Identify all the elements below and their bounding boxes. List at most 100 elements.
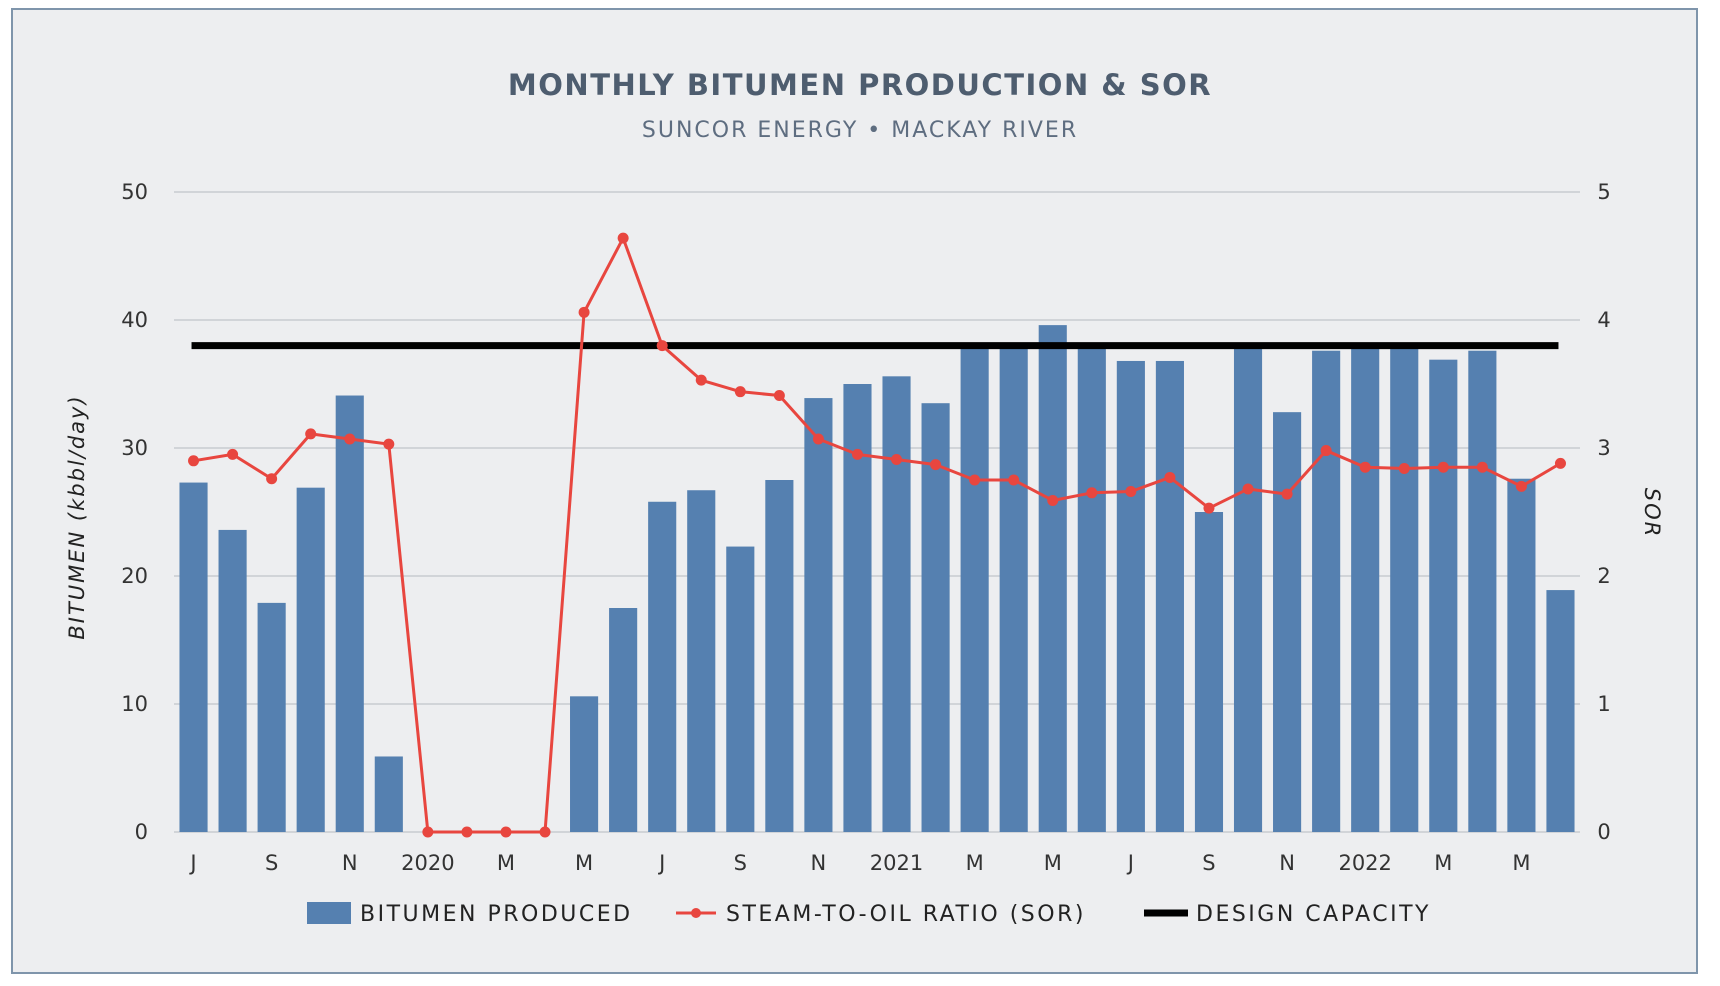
y-tick-label: 50 <box>121 180 148 204</box>
sor-point <box>539 826 551 838</box>
sor-point <box>188 455 200 467</box>
x-tick-label: S <box>1202 851 1215 875</box>
sor-point <box>1515 480 1527 492</box>
y-tick-label: 30 <box>121 436 148 460</box>
x-tick-label: M <box>1512 851 1530 875</box>
sor-point <box>1008 474 1020 486</box>
bar <box>1077 345 1106 832</box>
sor-point <box>1242 483 1254 495</box>
sor-point <box>617 232 629 244</box>
y-tick-label: 10 <box>121 692 148 716</box>
bar <box>1312 350 1341 832</box>
sor-point <box>1554 457 1566 469</box>
x-tick-label: J <box>188 851 196 875</box>
sor-line <box>188 232 1566 838</box>
sor-point <box>1398 462 1410 474</box>
y2-tick-label: 3 <box>1597 436 1610 460</box>
bar <box>335 395 364 832</box>
bar <box>960 345 989 832</box>
sor-point <box>1476 461 1488 473</box>
sor-point <box>851 448 863 460</box>
bar <box>1116 360 1145 832</box>
bar <box>1468 350 1497 832</box>
sor-point <box>266 473 278 485</box>
bar <box>804 398 833 832</box>
sor-point <box>812 433 824 445</box>
sor-point <box>1125 486 1137 498</box>
sor-point <box>695 374 707 386</box>
x-tick-label: 2021 <box>870 851 923 875</box>
sor-point <box>227 448 239 460</box>
chart-title: MONTHLY BITUMEN PRODUCTION & SOR <box>507 68 1213 102</box>
bar <box>1273 412 1302 832</box>
x-tick-label: M <box>575 851 593 875</box>
legend: BITUMEN PRODUCED STEAM-TO-OIL RATIO (SOR… <box>307 902 1431 927</box>
bar <box>648 501 677 832</box>
legend-line-marker <box>691 908 701 918</box>
bar <box>609 608 638 832</box>
sor-point <box>969 474 981 486</box>
bar <box>1390 345 1419 832</box>
y2-tick-label: 4 <box>1597 308 1610 332</box>
bar <box>1546 590 1575 832</box>
bar <box>1507 478 1536 832</box>
sor-point <box>1281 488 1293 500</box>
x-tick-label: N <box>1279 851 1295 875</box>
x-tick-label: M <box>497 851 515 875</box>
sor-point <box>383 438 395 450</box>
bar <box>921 403 950 832</box>
sor-point <box>461 826 473 838</box>
sor-point <box>500 826 512 838</box>
bar <box>726 546 755 832</box>
sor-point <box>1086 487 1098 499</box>
legend-capacity-label: DESIGN CAPACITY <box>1196 902 1431 927</box>
y2-tick-label: 1 <box>1597 692 1610 716</box>
x-tick-label: N <box>811 851 827 875</box>
x-tick-label: S <box>734 851 747 875</box>
bar <box>1351 345 1380 832</box>
x-tick-label: S <box>265 851 278 875</box>
legend-bar-swatch <box>307 902 351 924</box>
x-axis-ticks: J S N 2020 M M J S N 2021 M M J S N 2022 M M <box>188 851 1530 875</box>
bar <box>765 480 794 832</box>
y-axis-label: BITUMEN (kbbl/day) <box>65 394 89 639</box>
bar <box>257 602 286 832</box>
x-tick-label: J <box>1126 851 1134 875</box>
chart-subtitle: SUNCOR ENERGY • MACKAY RIVER <box>641 118 1079 143</box>
sor-point <box>344 433 356 445</box>
bar <box>999 345 1028 832</box>
bar <box>1194 512 1224 832</box>
bar <box>218 529 247 832</box>
y2-axis-label: SOR <box>1640 488 1664 538</box>
bar <box>1233 345 1263 832</box>
x-tick-label: J <box>657 851 665 875</box>
x-tick-label: 2022 <box>1338 851 1391 875</box>
x-tick-label: N <box>342 851 358 875</box>
sor-point <box>656 340 668 352</box>
sor-point <box>1047 494 1059 506</box>
bars <box>179 325 1575 832</box>
x-tick-label: M <box>1434 851 1452 875</box>
legend-line-label: STEAM-TO-OIL RATIO (SOR) <box>726 902 1086 927</box>
sor-point <box>578 306 590 318</box>
y2-tick-label: 2 <box>1597 564 1610 588</box>
sor-point <box>930 459 942 471</box>
y2-tick-label: 5 <box>1597 180 1610 204</box>
sor-point <box>422 826 434 838</box>
bar <box>570 696 599 832</box>
bar <box>179 482 208 832</box>
sor-point <box>773 390 785 402</box>
sor-point <box>305 428 317 440</box>
x-tick-label: 2020 <box>401 851 454 875</box>
sor-point <box>1164 471 1176 483</box>
sor-polyline <box>193 236 1562 834</box>
bar <box>296 487 325 832</box>
y-tick-label: 40 <box>121 308 148 332</box>
gridlines <box>174 191 1580 833</box>
sor-point <box>734 386 746 398</box>
left-axis-ticks: 0 10 20 30 40 50 <box>121 180 148 844</box>
y-tick-label: 0 <box>135 820 148 844</box>
sor-point <box>1359 461 1371 473</box>
bar <box>1038 325 1067 832</box>
